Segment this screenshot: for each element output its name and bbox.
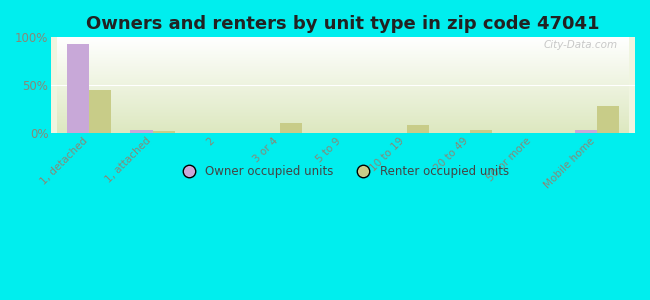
Bar — [67, 44, 89, 133]
Bar — [131, 130, 153, 133]
Bar — [597, 106, 619, 133]
Bar — [406, 125, 429, 133]
Text: City-Data.com: City-Data.com — [543, 40, 618, 50]
Bar — [280, 123, 302, 133]
Legend: Owner occupied units, Renter occupied units: Owner occupied units, Renter occupied un… — [172, 160, 514, 182]
Bar — [575, 130, 597, 133]
Bar — [470, 130, 492, 133]
Bar — [153, 131, 175, 133]
Title: Owners and renters by unit type in zip code 47041: Owners and renters by unit type in zip c… — [86, 15, 600, 33]
Bar — [89, 90, 111, 133]
